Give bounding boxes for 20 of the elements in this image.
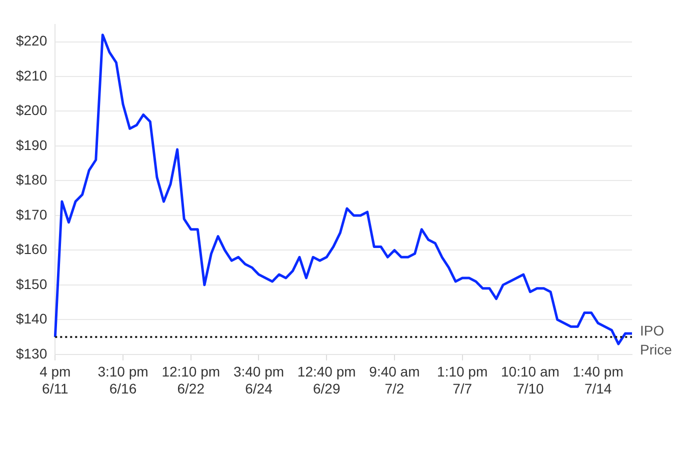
x-tick-label: 4 pm 6/11	[40, 364, 71, 396]
x-tick-label: 1:10 pm 7/7	[437, 364, 488, 396]
x-tick-label: 3:10 pm 6/16	[98, 364, 148, 396]
y-tick-label: $180	[16, 172, 48, 188]
x-tick-label: 3:40 pm 6/24	[233, 364, 284, 396]
y-tick-label: $190	[16, 136, 48, 153]
y-tick-label: $220	[16, 32, 48, 49]
ref-line-label: IPO Price	[640, 322, 672, 358]
y-tick-label: $130	[16, 345, 48, 362]
x-tick-label: 1:40 pm 7/14	[572, 364, 624, 396]
y-tick-label: $150	[16, 276, 48, 292]
x-tick-label: 9:40 am 7/2	[369, 364, 420, 396]
x-tick-label: 10:10 am 7/10	[501, 364, 560, 396]
y-tick-label: $170	[16, 206, 48, 222]
y-tick-label: $140	[16, 310, 48, 327]
x-tick-label: 12:40 pm 6/29	[297, 364, 356, 396]
x-tick-label: 12:10 pm 6/22	[162, 364, 220, 396]
y-tick-label: $210	[16, 67, 48, 84]
y-tick-label: $200	[16, 102, 48, 118]
y-tick-label: $160	[16, 241, 48, 258]
